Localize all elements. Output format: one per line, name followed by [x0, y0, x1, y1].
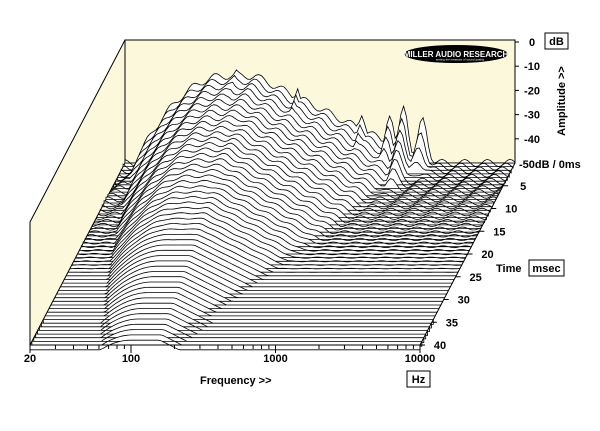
amplitude-axis: dB 0 -10 -20 -30 -40 -50dB / 0ms Amplitude >…	[515, 32, 581, 171]
time-tick-label: 10	[505, 204, 517, 216]
decay-slice	[45, 297, 436, 317]
decay-slice	[47, 292, 438, 313]
time-unit-box	[528, 259, 565, 277]
frequency-tick-label: 100	[122, 353, 140, 365]
frequency-tick-label: 10000	[405, 353, 436, 365]
amplitude-label: Amplitude >>	[556, 66, 568, 136]
logo-tagline: setting the measure of sound quality	[436, 58, 485, 62]
time-tick-label: 25	[470, 272, 482, 284]
time-unit: msec	[532, 263, 560, 275]
frequency-unit: Hz	[412, 374, 426, 386]
decay-slice	[42, 302, 434, 325]
frequency-axis-label: Frequency >>	[200, 375, 272, 387]
amplitude-tick-label: -30	[524, 110, 540, 122]
amplitude-tick-label: -10	[524, 61, 540, 73]
time-tick-label: 5	[520, 181, 526, 193]
time-tick-label: 20	[481, 249, 493, 261]
time-tick-label: 30	[458, 295, 470, 307]
time-tick-label: 40	[434, 340, 446, 352]
frequency-axis: 20 100 1000 10000 Frequency >> Hz	[24, 345, 436, 388]
logo-ellipse	[404, 45, 508, 63]
amplitude-unit: dB	[549, 36, 564, 48]
amplitude-unit-box	[544, 32, 569, 50]
time-axis-label: Time	[496, 263, 521, 275]
left-wall	[29, 39, 126, 346]
amplitude-tick-label: -40	[524, 134, 540, 146]
time-tick-label: 35	[446, 317, 458, 329]
frequency-unit-box	[406, 370, 431, 388]
logo-text: MILLER AUDIO RESEARCH	[404, 50, 509, 59]
decay-slices	[29, 69, 516, 351]
amplitude-tick-label: -20	[524, 85, 540, 97]
frequency-tick-label: 1000	[263, 353, 287, 365]
decay-slice	[41, 308, 432, 329]
frequency-tick-label: 20	[24, 353, 36, 365]
time-tick-label: 15	[493, 226, 505, 238]
logo: MILLER AUDIO RESEARCH setting the measur…	[404, 45, 509, 63]
amplitude-tick-label: 0	[529, 37, 535, 49]
amplitude-bottom-label: -50dB / 0ms	[519, 159, 581, 171]
